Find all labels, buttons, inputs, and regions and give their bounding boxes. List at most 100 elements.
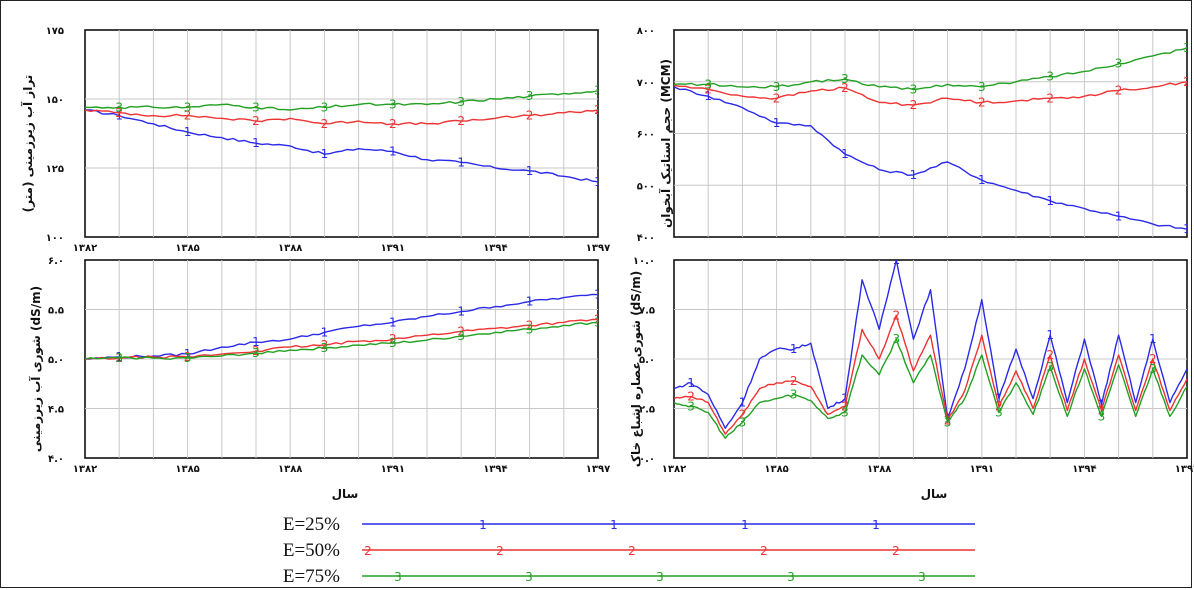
series-marker-1: 1 — [389, 315, 397, 329]
series-marker-2: 2 — [790, 374, 798, 388]
series-marker-2: 2 — [594, 103, 602, 117]
legend-marker: 3 — [656, 570, 664, 584]
series-marker-3: 3 — [978, 80, 986, 94]
y-axis-label: شوری عصاره اشباع خاک (dS/m) — [629, 271, 644, 468]
panel-groundwater-salinity: ۴.۰ ۴.۵ ۵.۰ ۵.۵ ۶.۰ ۱۳۸۲ ۱۳۸۵ ۱۳۸۸ ۱۳۹۱ ۱۳۹۴ ۱۳۹۷ ش… — [28, 256, 610, 501]
series-marker-1: 1 — [184, 125, 192, 139]
series-marker-3: 3 — [252, 100, 260, 114]
y-tick-label: ۶۰۰ — [637, 130, 655, 141]
series-marker-3: 3 — [252, 346, 260, 360]
series-marker-2: 2 — [841, 400, 849, 414]
x-tick-label: ۱۳۹۱ — [381, 243, 405, 254]
series-marker-3: 3 — [841, 72, 849, 86]
x-tick-label: ۱۳۹۷ — [586, 243, 610, 254]
legend-marker: 2 — [496, 544, 504, 558]
series-marker-3: 3 — [526, 89, 534, 103]
legend: E=25% 1 1 1 1 E=50% 2 2 2 2 2 E=75% 3 3 3 3 3 — [283, 514, 975, 587]
series-marker-1: 1 — [389, 144, 397, 158]
series-marker-1: 1 — [457, 304, 465, 318]
x-tick-label: ۱۳۸۸ — [278, 243, 302, 254]
series-marker-1: 1 — [773, 116, 781, 130]
series-marker-3: 3 — [1046, 70, 1054, 84]
x-axis-label: سال — [332, 487, 359, 501]
series-marker-3: 3 — [841, 405, 849, 419]
legend-marker: 2 — [760, 544, 768, 558]
series-marker-1: 1 — [841, 392, 849, 406]
series-line-3 — [85, 321, 598, 360]
legend-label: E=25% — [283, 514, 340, 535]
plot-area — [84, 29, 599, 238]
series-marker-1: 1 — [1183, 222, 1191, 236]
legend-marker: 3 — [918, 570, 926, 584]
y-tick-label: ۴.۰ — [48, 454, 64, 465]
series-marker-2: 2 — [457, 114, 465, 128]
legend-marker: 2 — [628, 544, 636, 558]
series-marker-3: 3 — [321, 100, 329, 114]
series-line-1 — [85, 109, 598, 183]
series-line-2 — [674, 81, 1187, 106]
series-line-2 — [85, 318, 598, 360]
y-tick-label: ۵.۰ — [639, 355, 655, 366]
series-marker-2: 2 — [687, 390, 695, 404]
panel-aquifer-volume: ۴۰۰ ۵۰۰ ۶۰۰ ۷۰۰ ۸۰۰ حجم استاتیک آبخوان (MCM) 1… — [637, 26, 1191, 244]
y-tick-label: ۵۰۰ — [637, 181, 655, 192]
series-marker-3: 3 — [1046, 360, 1054, 374]
series-marker-1: 1 — [594, 175, 602, 189]
y-axis-label: حجم استاتیک آبخوان (MCM) — [658, 59, 674, 228]
series-line-2 — [85, 109, 598, 126]
series-marker-3: 3 — [184, 100, 192, 114]
series-marker-2: 2 — [1183, 75, 1191, 89]
series-marker-2: 2 — [1115, 84, 1123, 98]
y-tick-label: ۸۰۰ — [637, 26, 655, 37]
y-axis-label: تراز آب زیرزمینی (متر) — [20, 75, 35, 213]
y-tick-label: ۴۰۰ — [637, 233, 655, 244]
y-tick-label: ۲.۵ — [639, 405, 655, 416]
series-marker-3: 3 — [115, 351, 123, 365]
panel-groundwater-level: ۱۰۰ ۱۲۵ ۱۵۰ ۱۷۵ ۱۳۸۲ ۱۳۸۵ ۱۳۸۸ ۱۳۹۱ ۱۳۹۴ ۱۳۹۷ تراز… — [20, 26, 610, 254]
series-marker-3: 3 — [1149, 362, 1157, 376]
y-tick-label: ۵.۵ — [48, 306, 64, 317]
y-tick-label: ۶.۰ — [48, 256, 64, 267]
y-tick-label: ۱۵۰ — [46, 95, 64, 106]
series-marker-3: 3 — [389, 98, 397, 112]
series-marker-3: 3 — [790, 388, 798, 402]
series-marker-1: 1 — [892, 253, 900, 267]
series-marker-1: 1 — [115, 350, 123, 364]
series-marker-2: 2 — [995, 400, 1003, 414]
series-marker-2: 2 — [1098, 403, 1106, 417]
series-marker-3: 3 — [115, 100, 123, 114]
series-marker-1: 1 — [790, 342, 798, 356]
series-line-2 — [674, 314, 1187, 435]
series-marker-1: 1 — [252, 136, 260, 150]
series-marker-3: 3 — [1183, 41, 1191, 55]
legend-marker: 1 — [741, 518, 749, 532]
series-marker-1: 1 — [910, 168, 918, 182]
series-marker-2: 2 — [389, 117, 397, 131]
series-marker-1: 1 — [687, 376, 695, 390]
series-marker-2: 2 — [252, 344, 260, 358]
y-tick-label: ۰.۰ — [639, 454, 655, 465]
x-tick-label: ۱۳۸۸ — [867, 464, 891, 475]
series-marker-1: 1 — [526, 164, 534, 178]
series-marker-1: 1 — [115, 109, 123, 123]
series-marker-1: 1 — [457, 155, 465, 169]
y-tick-label: ۱۲۵ — [46, 164, 64, 175]
legend-marker: 3 — [787, 570, 795, 584]
legend-marker: 1 — [479, 518, 487, 532]
x-tick-label: ۱۳۸۵ — [764, 464, 788, 475]
series-marker-2: 2 — [892, 308, 900, 322]
series-marker-2: 2 — [321, 338, 329, 352]
series-marker-3: 3 — [321, 341, 329, 355]
x-tick-label: ۱۳۸۲ — [73, 464, 97, 475]
y-tick-label: ۱۷۵ — [46, 26, 64, 37]
series-marker-2: 2 — [1046, 91, 1054, 105]
series-marker-1: 1 — [739, 396, 747, 410]
legend-marker: 1 — [610, 518, 618, 532]
series-marker-1: 1 — [321, 325, 329, 339]
series-marker-1: 1 — [841, 147, 849, 161]
series-marker-2: 2 — [115, 106, 123, 120]
series-marker-2: 2 — [389, 332, 397, 346]
x-tick-label: ۱۳۸۲ — [73, 243, 97, 254]
legend-label: E=75% — [283, 566, 340, 587]
y-tick-label: ۴.۵ — [48, 405, 64, 416]
